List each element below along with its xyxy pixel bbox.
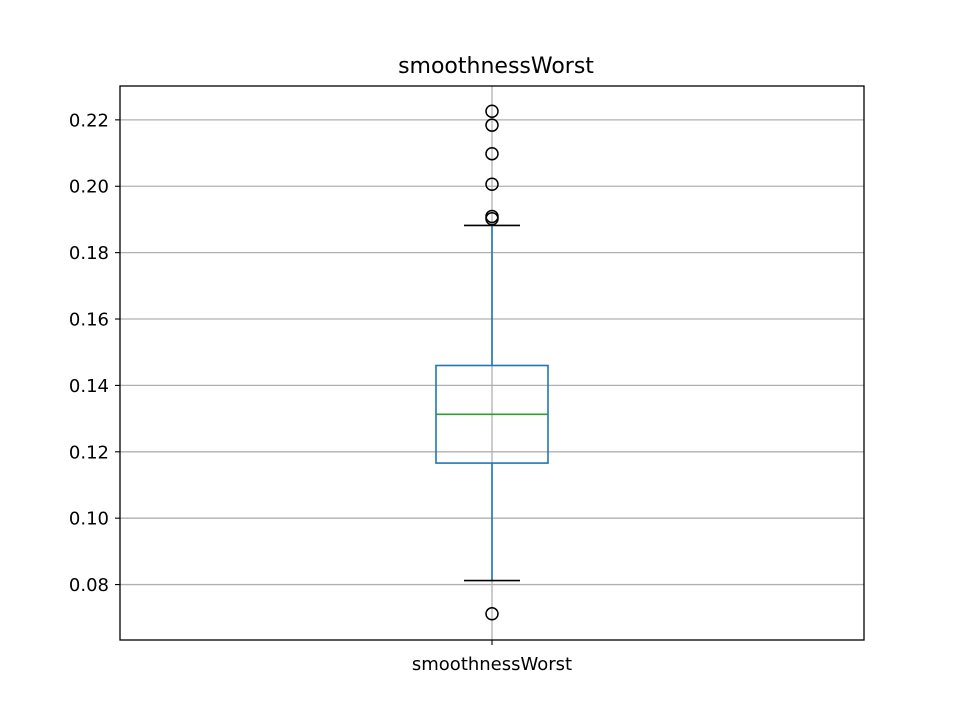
y-tick-label: 0.12: [69, 442, 109, 463]
plot-area: [435, 104, 549, 621]
y-tick-label: 0.16: [69, 310, 109, 331]
outlier-point: [485, 104, 499, 118]
outlier-point: [485, 118, 499, 132]
outlier-point: [485, 146, 499, 161]
axes: 0.08 0.10 0.12 0.14 0.16 0.18 0.20 0.22 smoothne…: [69, 110, 572, 675]
y-tick-label: 0.20: [69, 177, 109, 198]
y-tick-label: 0.08: [69, 575, 109, 596]
y-tick-label: 0.14: [69, 376, 109, 397]
outlier-point: [485, 209, 499, 224]
y-tick-label: 0.10: [69, 509, 109, 530]
axes-frame: [119, 85, 865, 641]
chart-title: smoothnessWorst: [398, 54, 594, 79]
y-tick-label: 0.22: [69, 110, 109, 131]
x-tick-label: smoothnessWorst: [412, 654, 572, 675]
y-tick-label: 0.18: [69, 243, 109, 264]
outlier-point: [485, 607, 499, 621]
outlier-point: [485, 177, 499, 192]
